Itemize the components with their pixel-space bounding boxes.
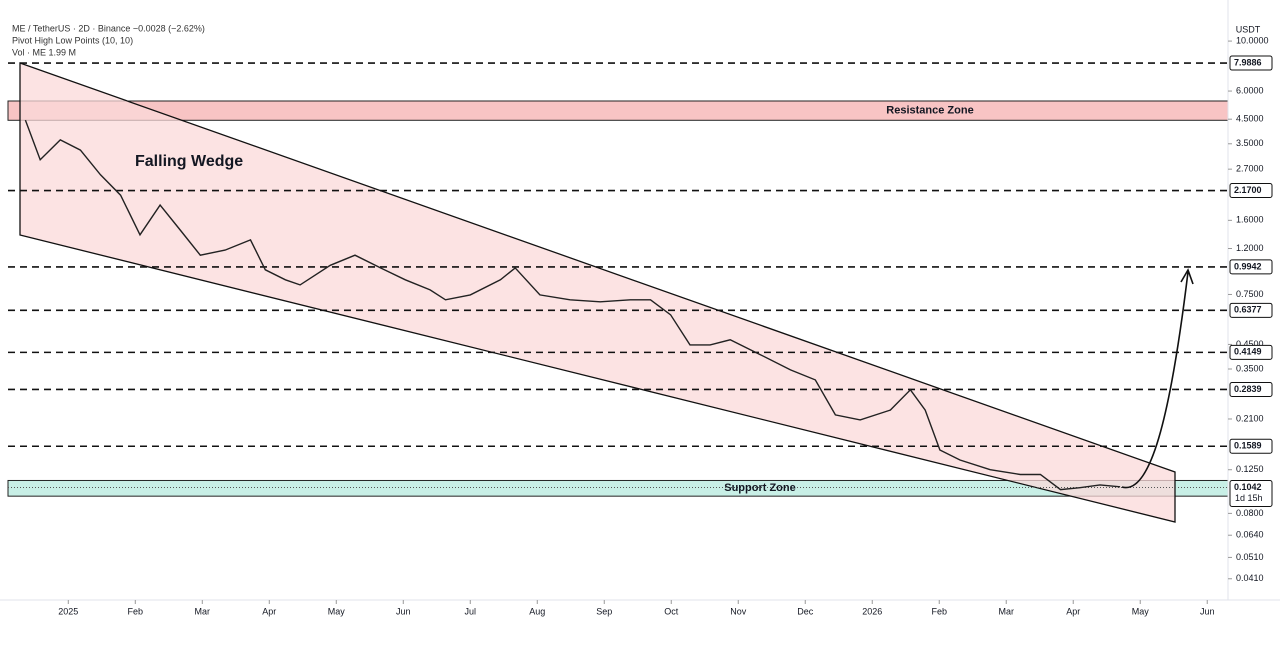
x-tick-label: Jun	[396, 606, 411, 616]
zone-label: Support Zone	[724, 482, 796, 494]
level-label: 0.6377	[1234, 305, 1262, 315]
x-tick-label: Feb	[931, 606, 947, 616]
volume-header: Vol · ME 1.99 M	[12, 47, 76, 57]
level-label-box	[1229, 438, 1273, 454]
x-tick-label: Jun	[1200, 606, 1215, 616]
y-tick-label: 0.0640	[1236, 530, 1264, 540]
x-tick-label: Apr	[1066, 606, 1080, 616]
x-tick-label: Dec	[797, 606, 814, 616]
y-tick-label: 3.5000	[1236, 138, 1264, 148]
level-label: 0.9942	[1234, 261, 1262, 271]
symbol-header: ME / TetherUS · 2D · Binance −0.0028 (−2…	[12, 23, 205, 33]
y-tick-label: 6.0000	[1236, 85, 1264, 95]
x-tick-label: Apr	[262, 606, 276, 616]
y-tick-label: 0.4500	[1236, 339, 1264, 349]
zone-label: Resistance Zone	[886, 105, 973, 117]
indicator-header: Pivot High Low Points (10, 10)	[12, 35, 133, 45]
level-label-box	[1229, 55, 1273, 71]
y-tick-label: 0.2100	[1236, 413, 1264, 423]
x-tick-label: Feb	[128, 606, 144, 616]
level-label: 0.4149	[1234, 347, 1262, 357]
x-tick-label: Mar	[998, 606, 1014, 616]
y-tick-label: 0.3500	[1236, 363, 1264, 373]
x-tick-label: Jul	[465, 606, 477, 616]
level-label: 7.9886	[1234, 57, 1262, 67]
last-price-box	[1229, 480, 1273, 508]
level-label-box	[1229, 259, 1273, 275]
x-tick-label: May	[328, 606, 346, 616]
x-tick-label: Aug	[529, 606, 545, 616]
level-label: 0.1589	[1234, 441, 1262, 451]
level-label-box	[1229, 183, 1273, 199]
x-tick-label: May	[1132, 606, 1150, 616]
x-tick-label: Oct	[664, 606, 679, 616]
currency-label: USDT	[1236, 24, 1261, 34]
y-tick-label: 1.6000	[1236, 215, 1264, 225]
level-label-box	[1229, 381, 1273, 397]
falling-wedge	[19, 62, 1176, 523]
y-tick-label: 0.7500	[1236, 289, 1264, 299]
y-tick-label: 0.0410	[1236, 573, 1264, 583]
y-tick-label: 0.1250	[1236, 464, 1264, 474]
wedge-annotation: Falling Wedge	[135, 153, 243, 170]
y-tick-label: 2.7000	[1236, 164, 1264, 174]
level-label: 0.2839	[1234, 384, 1262, 394]
y-tick-label: 1.2000	[1236, 243, 1264, 253]
x-tick-label: 2025	[58, 606, 78, 616]
arrow-head	[1180, 268, 1194, 285]
y-tick-label: 4.5000	[1236, 114, 1264, 124]
last-price-label: 0.1042	[1234, 482, 1262, 492]
price-line	[24, 119, 1121, 491]
projection-arrow	[1121, 271, 1189, 489]
level-label-box	[1229, 302, 1273, 318]
level-label-box	[1229, 344, 1273, 360]
x-tick-label: 2026	[862, 606, 882, 616]
x-tick-label: Nov	[730, 606, 747, 616]
level-label: 2.1700	[1234, 185, 1262, 195]
y-tick-label: 0.0510	[1236, 552, 1264, 562]
zone	[7, 100, 1229, 121]
y-tick-label: 10.0000	[1236, 35, 1269, 45]
x-tick-label: Mar	[195, 606, 211, 616]
y-tick-label: 0.0800	[1236, 508, 1264, 518]
x-tick-label: Sep	[596, 606, 612, 616]
countdown-label: 1d 15h	[1235, 493, 1263, 503]
